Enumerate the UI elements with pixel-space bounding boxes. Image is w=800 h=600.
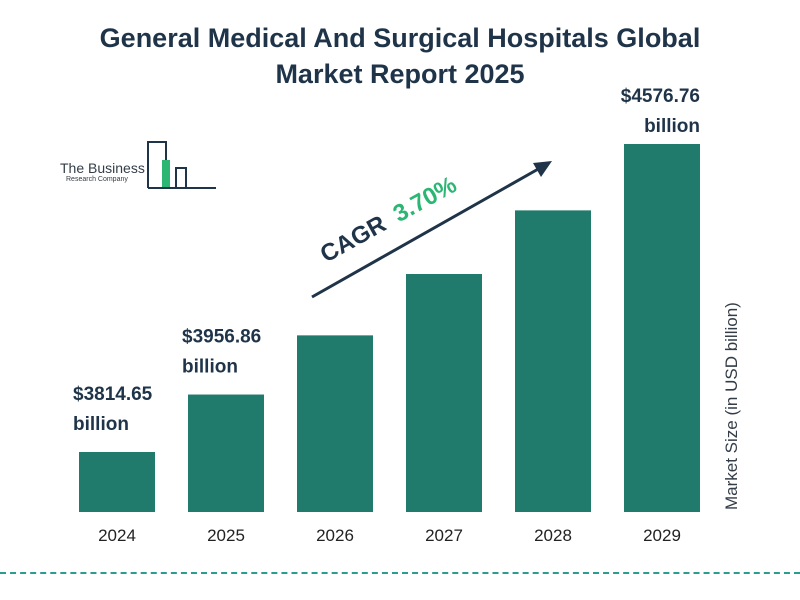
bar-2027: [406, 274, 482, 512]
logo-name: The Business: [60, 160, 145, 176]
bar-2024: [79, 452, 155, 512]
company-logo: The Business Research Company: [60, 138, 220, 190]
x-tick-label-2029: 2029: [643, 526, 681, 545]
cagr-arrow-line: [311, 166, 541, 299]
logo-bars-icon: [147, 141, 216, 189]
y-axis-label: Market Size (in USD billion): [722, 302, 741, 510]
bar-2025: [188, 394, 264, 512]
data-labels: $3814.65 billion $3956.86 billion $4576.76 bi…: [73, 86, 700, 435]
data-label-2024-unit: billion: [73, 414, 129, 435]
data-label-2029-unit: billion: [644, 116, 700, 137]
x-tick-label-2026: 2026: [316, 526, 354, 545]
data-label-2024-value: $3814.65: [73, 384, 153, 405]
chart-title: General Medical And Surgical Hospitals G…: [0, 20, 800, 92]
footer-divider: [0, 572, 800, 574]
logo-subtitle: Research Company: [66, 176, 128, 183]
chart-title-line-1: General Medical And Surgical Hospitals G…: [99, 23, 701, 53]
x-tick-label-2024: 2024: [98, 526, 136, 545]
x-tick-label-2027: 2027: [425, 526, 463, 545]
chart-title-line-2: Market Report 2025: [275, 59, 525, 89]
x-tick-label-2025: 2025: [207, 526, 245, 545]
bar-2029: [624, 144, 700, 512]
data-label-2025-unit: billion: [182, 357, 238, 378]
cagr-arrow-icon: [533, 161, 552, 177]
data-label-2025-value: $3956.86: [182, 327, 261, 348]
x-tick-label-2028: 2028: [534, 526, 572, 545]
x-axis-ticks: 2024 2025 2026 2027 2028 2029: [98, 526, 681, 545]
bar-2026: [297, 335, 373, 512]
bars-layer: [79, 144, 700, 512]
data-label-2029-value: $4576.76: [621, 86, 700, 107]
bar-2028: [515, 210, 591, 512]
